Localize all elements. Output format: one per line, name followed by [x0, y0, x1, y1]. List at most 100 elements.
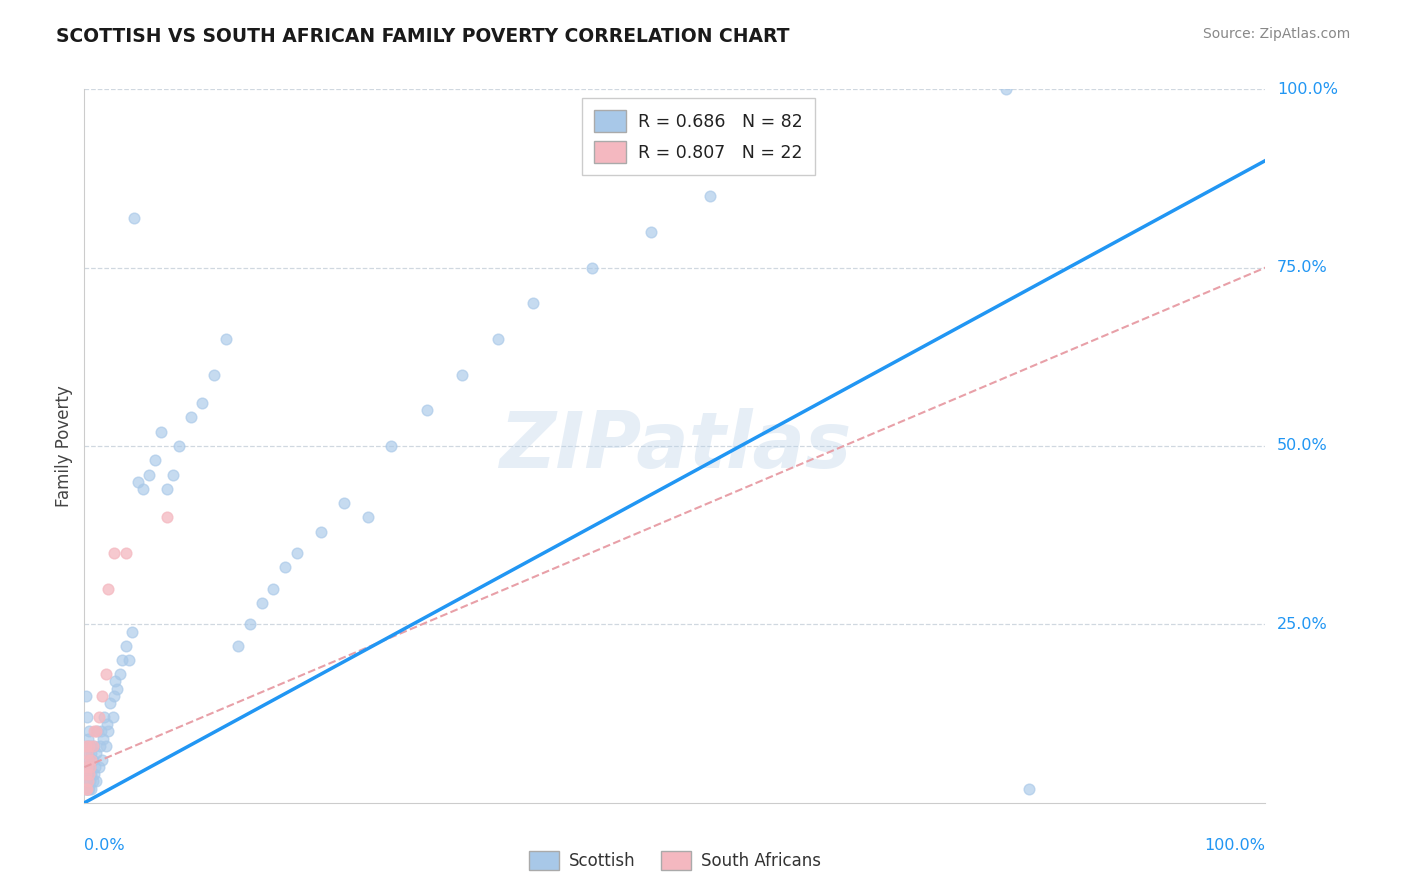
- Point: [96, 717, 118, 731]
- Point: [150, 425, 173, 439]
- Point: [75, 781, 97, 796]
- Legend: Scottish, South Africans: Scottish, South Africans: [523, 844, 827, 877]
- Point: [75, 760, 97, 774]
- Text: 0.0%: 0.0%: [84, 838, 125, 854]
- Point: [121, 624, 143, 639]
- Point: [226, 639, 249, 653]
- Point: [156, 510, 179, 524]
- Point: [84, 746, 107, 760]
- Point: [77, 767, 100, 781]
- Point: [77, 731, 100, 746]
- Point: [162, 467, 184, 482]
- Point: [1018, 781, 1040, 796]
- Point: [202, 368, 225, 382]
- Point: [98, 696, 121, 710]
- Point: [97, 582, 120, 596]
- Point: [103, 689, 125, 703]
- Text: 100.0%: 100.0%: [1277, 82, 1339, 96]
- Point: [101, 710, 124, 724]
- Point: [77, 739, 100, 753]
- Point: [79, 760, 101, 774]
- Point: [107, 681, 129, 696]
- Point: [122, 211, 145, 225]
- Point: [262, 582, 284, 596]
- Point: [89, 739, 111, 753]
- Point: [77, 724, 100, 739]
- Point: [758, 153, 780, 168]
- Point: [132, 482, 155, 496]
- Point: [84, 774, 107, 789]
- Text: ZIPatlas: ZIPatlas: [499, 408, 851, 484]
- Point: [167, 439, 190, 453]
- Point: [75, 767, 97, 781]
- Point: [180, 410, 202, 425]
- Point: [77, 753, 100, 767]
- Point: [82, 774, 104, 789]
- Point: [79, 739, 101, 753]
- Point: [215, 332, 238, 346]
- Point: [80, 767, 103, 781]
- Point: [581, 260, 603, 275]
- Point: [76, 710, 98, 724]
- Point: [83, 767, 105, 781]
- Point: [79, 774, 101, 789]
- Point: [143, 453, 166, 467]
- Point: [380, 439, 402, 453]
- Text: 25.0%: 25.0%: [1277, 617, 1327, 632]
- Point: [77, 781, 100, 796]
- Point: [76, 781, 98, 796]
- Point: [104, 674, 127, 689]
- Point: [239, 617, 262, 632]
- Point: [114, 546, 136, 560]
- Point: [77, 774, 100, 789]
- Point: [640, 225, 662, 239]
- Point: [118, 653, 141, 667]
- Point: [77, 767, 100, 781]
- Point: [91, 689, 114, 703]
- Point: [486, 332, 509, 346]
- Point: [77, 774, 100, 789]
- Point: [84, 760, 107, 774]
- Text: SCOTTISH VS SOUTH AFRICAN FAMILY POVERTY CORRELATION CHART: SCOTTISH VS SOUTH AFRICAN FAMILY POVERTY…: [56, 27, 790, 45]
- Text: 100.0%: 100.0%: [1205, 838, 1265, 854]
- Point: [79, 760, 101, 774]
- Text: 75.0%: 75.0%: [1277, 260, 1327, 275]
- Point: [82, 753, 104, 767]
- Point: [103, 546, 125, 560]
- Point: [93, 710, 115, 724]
- Point: [87, 760, 110, 774]
- Point: [86, 724, 108, 739]
- Point: [451, 368, 474, 382]
- Text: 50.0%: 50.0%: [1277, 439, 1327, 453]
- Text: Source: ZipAtlas.com: Source: ZipAtlas.com: [1202, 27, 1350, 41]
- Point: [699, 189, 721, 203]
- Point: [191, 396, 214, 410]
- Point: [75, 689, 97, 703]
- Point: [77, 746, 100, 760]
- Point: [250, 596, 273, 610]
- Point: [357, 510, 380, 524]
- Point: [76, 760, 98, 774]
- Point: [91, 753, 114, 767]
- Point: [77, 760, 100, 774]
- Point: [77, 753, 100, 767]
- Point: [80, 753, 103, 767]
- Point: [83, 724, 105, 739]
- Point: [76, 767, 98, 781]
- Point: [76, 746, 98, 760]
- Point: [416, 403, 439, 417]
- Point: [83, 739, 105, 753]
- Point: [82, 739, 104, 753]
- Y-axis label: Family Poverty: Family Poverty: [55, 385, 73, 507]
- Point: [75, 781, 97, 796]
- Point: [75, 739, 97, 753]
- Point: [87, 710, 110, 724]
- Point: [108, 667, 131, 681]
- Point: [156, 482, 179, 496]
- Point: [522, 296, 544, 310]
- Point: [97, 724, 120, 739]
- Point: [80, 781, 103, 796]
- Point: [76, 739, 98, 753]
- Point: [138, 467, 160, 482]
- Point: [76, 781, 98, 796]
